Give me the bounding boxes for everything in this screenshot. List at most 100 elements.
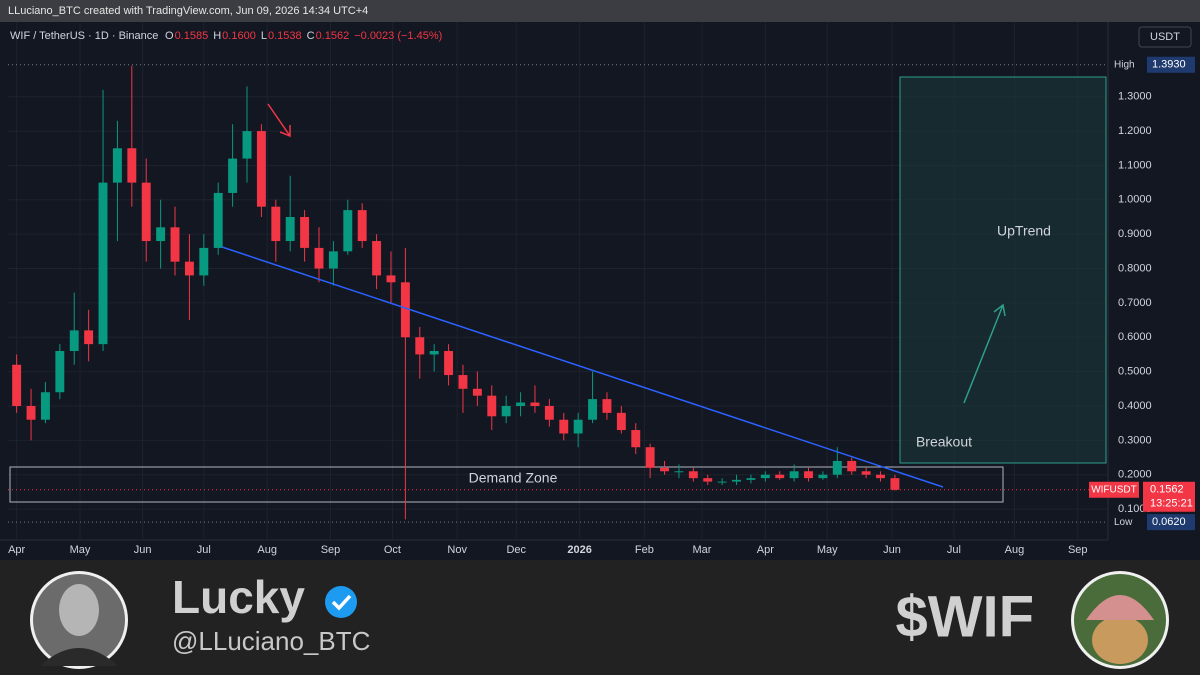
last-price-name-bg — [1089, 481, 1139, 498]
x-tick-label: Nov — [447, 544, 467, 556]
trend-line — [221, 246, 944, 488]
candle-body — [487, 395, 497, 417]
price-marker-name: High — [1114, 59, 1135, 70]
candle-body — [400, 282, 410, 338]
candle-body — [472, 388, 482, 396]
candle-body — [112, 148, 122, 183]
y-tick-label: 1.3000 — [1118, 91, 1152, 103]
last-price-bg — [1143, 481, 1195, 512]
y-tick-label: 0.6000 — [1118, 331, 1152, 343]
x-tick-label: Apr — [757, 544, 774, 556]
candle-body — [184, 261, 194, 276]
candle-body — [832, 460, 842, 475]
ohlc-key: H — [213, 30, 221, 42]
candle-body — [213, 192, 223, 248]
ohlc-value: 0.1538 — [268, 30, 302, 42]
candle-body — [357, 210, 367, 242]
ohlc-key: O — [165, 30, 174, 42]
candle-body — [156, 227, 166, 242]
candle-body — [242, 131, 252, 159]
ohlc-change: −0.0023 (−1.45%) — [354, 30, 442, 42]
candle-body — [372, 241, 382, 276]
x-tick-label: Apr — [8, 544, 25, 556]
candle-body — [660, 467, 670, 472]
y-tick-label: 0.8000 — [1118, 262, 1152, 274]
y-tick-label: 0.4000 — [1118, 400, 1152, 412]
candle-body — [775, 474, 785, 479]
candle-body — [760, 474, 770, 479]
price-label-bg — [1147, 56, 1195, 73]
candle-body — [631, 430, 641, 448]
y-tick-label: 0.2000 — [1118, 469, 1152, 481]
dog-face — [1092, 616, 1148, 664]
x-tick-label: Dec — [506, 544, 526, 556]
y-tick-label: 0.7000 — [1118, 297, 1152, 309]
candle-body — [328, 251, 338, 269]
ohlc-value: 0.1562 — [316, 30, 350, 42]
attribution: LLuciano_BTC created with TradingView.co… — [8, 5, 368, 17]
x-tick-label: Feb — [635, 544, 654, 556]
y-tick-label: 1.0000 — [1118, 194, 1152, 206]
candle-body — [573, 419, 583, 434]
uptrend-label: UpTrend — [997, 223, 1051, 239]
candle-body — [544, 405, 554, 420]
candle-body — [98, 182, 108, 345]
x-tick-label: Oct — [384, 544, 401, 556]
currency-box — [1138, 26, 1192, 48]
breakout-label: Breakout — [916, 434, 972, 450]
price-label-bg — [1109, 56, 1147, 73]
ohlc-value: 0.1585 — [175, 30, 209, 42]
ohlc-header: O 0.1585 H 0.1600 L 0.1538 C 0.1562 −0.0023 (−1.… — [165, 30, 442, 42]
candle-body — [228, 158, 238, 193]
ohlc-value: 0.1600 — [222, 30, 256, 42]
candle-body — [40, 392, 50, 420]
candle-body — [876, 474, 885, 479]
x-tick-label: Mar — [693, 544, 712, 556]
y-tick-label: 0.5000 — [1118, 366, 1152, 378]
candle-body — [300, 216, 310, 248]
candle-body — [429, 351, 439, 355]
candle-body — [674, 471, 684, 473]
candle-body — [69, 330, 79, 352]
candle-body — [256, 131, 266, 207]
demand-zone — [9, 466, 1004, 503]
symbol-title: WIF / TetherUS · 1D · Binance — [10, 30, 158, 42]
candle-body — [55, 351, 65, 393]
candle-body — [559, 419, 569, 434]
x-tick-label: Aug — [1005, 544, 1025, 556]
avatar-face — [59, 584, 99, 636]
candle-body — [12, 364, 22, 406]
candle-body — [818, 474, 828, 479]
candle-body — [84, 330, 94, 345]
x-tick-label: Sep — [1068, 544, 1088, 556]
x-tick-label: Jun — [883, 544, 901, 556]
footer-ticker: $WIF — [895, 584, 1034, 649]
ohlc-key: L — [261, 30, 267, 42]
y-tick-label: 0.9000 — [1118, 228, 1152, 240]
candle-body — [717, 481, 727, 483]
candle-body — [170, 227, 180, 262]
ohlc-key: C — [307, 30, 315, 42]
candle-body — [616, 412, 626, 431]
candle-body — [746, 478, 756, 480]
top-bar — [0, 0, 1200, 22]
candle-body — [415, 337, 425, 355]
candle-body — [271, 206, 281, 242]
x-tick-label: Jul — [947, 544, 961, 556]
candle-body — [645, 447, 655, 468]
candle-body — [588, 399, 598, 420]
down-arrow-head — [279, 125, 291, 138]
y-tick-label: 1.2000 — [1118, 125, 1152, 137]
footer-handle: @LLuciano_BTC — [172, 626, 370, 656]
price-marker-name: Low — [1114, 517, 1133, 528]
candle-body — [285, 216, 295, 242]
candle-body — [458, 375, 468, 389]
candle-body — [516, 402, 526, 406]
avatar-suit — [40, 648, 118, 666]
candle-body — [501, 405, 511, 417]
up-arrow-head — [993, 303, 1006, 317]
candle-body — [386, 275, 396, 283]
candle-body — [127, 148, 137, 183]
candle-body — [602, 399, 612, 413]
